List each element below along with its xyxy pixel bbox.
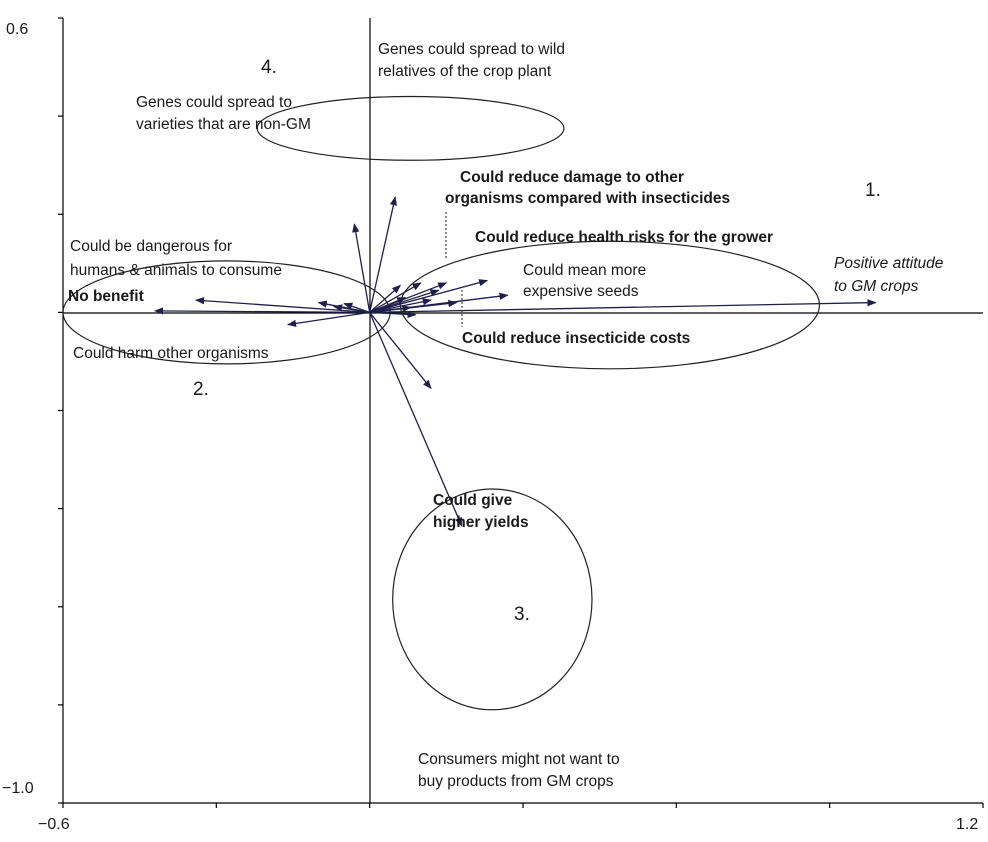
label-insecticide-costs: Could reduce insecticide costs	[462, 330, 690, 347]
group-ellipse-1	[399, 240, 821, 370]
vector-arrow-1	[369, 299, 877, 314]
vector-arrow-21	[343, 302, 370, 313]
label-consumers-2: buy products from GM crops	[418, 773, 614, 790]
vector-arrow-14	[369, 282, 422, 313]
group-number-3: 3.	[514, 604, 530, 625]
group-ellipses	[62, 95, 821, 711]
vector-arrow-16	[369, 297, 407, 313]
label-positive-attitude-1: Positive attitude	[834, 255, 944, 272]
vector-arrow-8	[286, 311, 370, 328]
label-dangerous-1: Could be dangerous for	[70, 238, 232, 255]
loading-vectors	[154, 196, 877, 527]
label-harm-organisms: Could harm other organisms	[73, 345, 269, 362]
label-health-risks: Could reduce health risks for the grower	[475, 229, 773, 246]
vector-arrow-10	[369, 196, 398, 313]
vector-arrow-5	[369, 310, 417, 319]
group-number-1: 1.	[865, 180, 881, 201]
label-dangerous-2: humans & animals to consume	[70, 262, 282, 279]
vector-arrow-22	[369, 304, 412, 314]
label-higher-yields-1: Could give	[433, 492, 513, 509]
label-higher-yields-2: higher yields	[433, 514, 529, 531]
vector-arrow-9	[352, 223, 371, 313]
label-wild-relatives-2: relatives of the crop plant	[378, 63, 552, 80]
y-tick-label-min: −1.0	[2, 780, 34, 797]
vector-arrow-11	[369, 311, 432, 390]
vector-arrow-3	[369, 279, 489, 314]
label-reduce-damage-1: Could reduce damage to other	[460, 169, 684, 186]
label-no-benefit: No benefit	[68, 288, 144, 305]
label-non-gm-1: Genes could spread to	[136, 94, 292, 111]
group-number-4: 4.	[261, 57, 277, 78]
label-expensive-seeds-2: expensive seeds	[523, 283, 639, 300]
vector-arrow-13	[369, 284, 402, 313]
group-ellipse-3	[392, 488, 593, 711]
label-expensive-seeds-1: Could mean more	[523, 262, 646, 279]
label-consumers-1: Consumers might not want to	[418, 751, 620, 768]
x-tick-label-max: 1.2	[956, 816, 978, 833]
vector-arrow-7	[154, 307, 370, 315]
vector-arrow-12	[369, 312, 463, 527]
x-tick-label-min: −0.6	[38, 816, 70, 833]
vector-arrow-6	[194, 297, 370, 314]
label-positive-attitude-2: to GM crops	[834, 278, 919, 295]
label-reduce-damage-2: organisms compared with insecticides	[445, 190, 730, 207]
vector-arrow-17	[369, 298, 432, 314]
label-non-gm-2: varieties that are non-GM	[136, 116, 311, 133]
group-ellipse-4	[256, 95, 565, 161]
axis-ticks	[58, 17, 984, 808]
label-wild-relatives-1: Genes could spread to wild	[378, 41, 565, 58]
group-number-2: 2.	[193, 379, 209, 400]
y-tick-label-max: 0.6	[6, 21, 28, 38]
